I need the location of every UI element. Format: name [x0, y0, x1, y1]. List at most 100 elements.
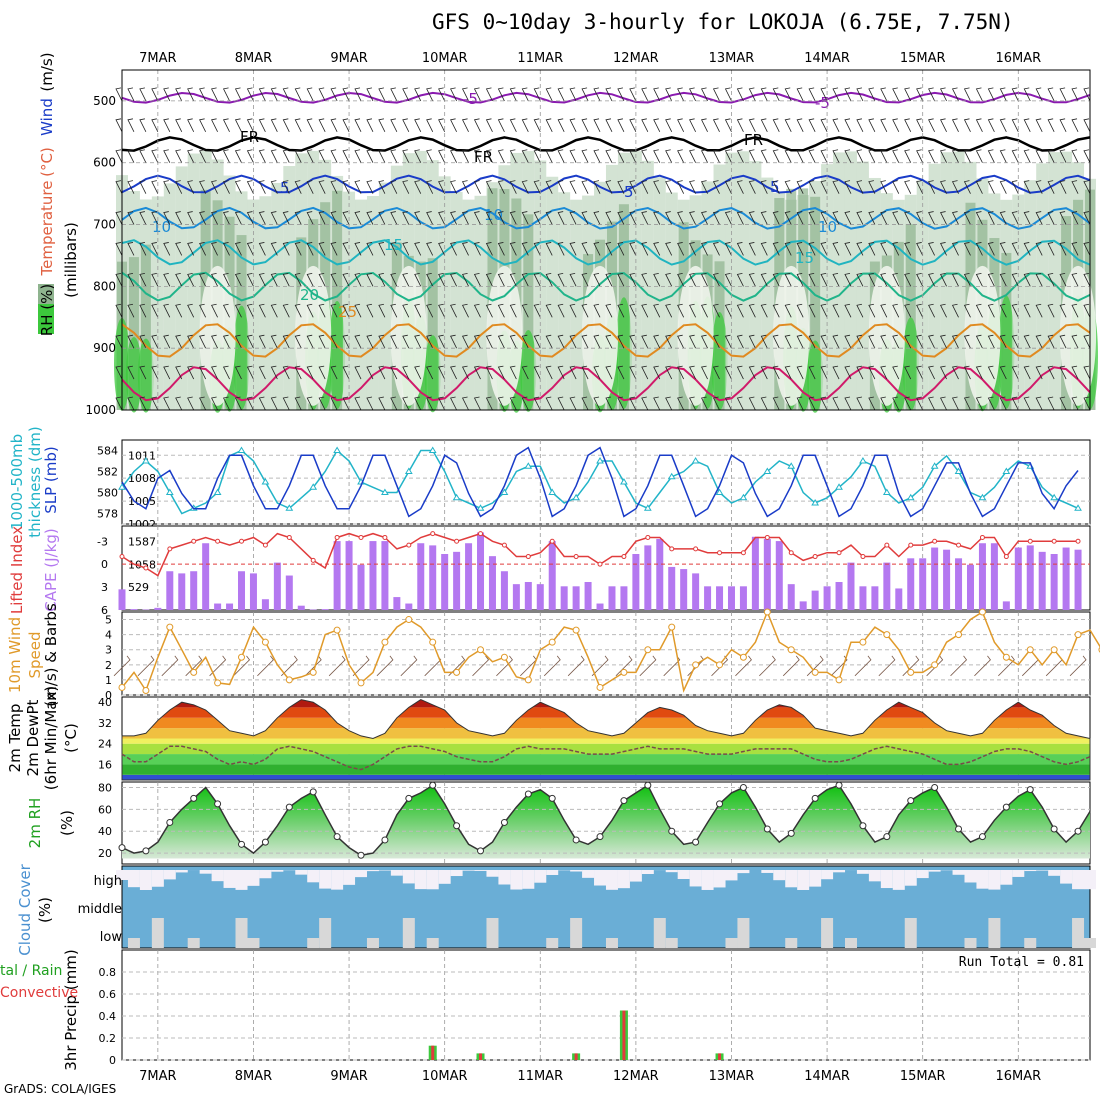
wind-barb	[1035, 242, 1043, 256]
wind-barb	[928, 365, 935, 380]
wind-barb	[653, 149, 661, 163]
wind-barb	[318, 211, 326, 225]
cape-bar	[500, 571, 508, 610]
wind-barb	[521, 149, 529, 163]
wind-barb	[844, 303, 852, 318]
rh-clear-column	[390, 265, 427, 406]
wind-barb	[904, 396, 912, 411]
wind-barb	[270, 211, 278, 225]
wind-barb	[1059, 272, 1067, 287]
wind-barb	[868, 87, 876, 102]
wind-barb	[820, 272, 828, 287]
cloud-low-cell	[319, 918, 332, 948]
wind-barb	[402, 334, 410, 349]
wind-barb	[748, 180, 756, 194]
wind-barb	[151, 365, 159, 380]
wind-barb	[211, 272, 218, 287]
wind-barb	[880, 87, 888, 102]
li-line-marker	[884, 542, 890, 548]
wind-barb	[282, 211, 290, 225]
rh-line-marker	[381, 836, 389, 844]
wind-speed-line-marker	[405, 616, 413, 624]
wind-axis-label: 10m Wind	[6, 617, 24, 693]
thickness-axis-label-2: thickness (dm)	[26, 426, 44, 537]
cape-bar	[632, 554, 640, 610]
wind-barb	[497, 242, 505, 256]
li-line-marker	[908, 542, 914, 548]
li-line-marker	[501, 542, 507, 548]
wind-barb	[485, 272, 493, 287]
wind-barb	[521, 242, 529, 256]
wind-speed-line-marker	[238, 653, 246, 661]
wind-barb	[461, 180, 469, 194]
wind-barb	[689, 396, 696, 411]
wind-barb	[1059, 87, 1067, 102]
wind-barb	[712, 272, 720, 287]
wind-barb	[1059, 211, 1067, 225]
wind-barb	[342, 272, 350, 287]
precip-tick-label: 0.2	[99, 1032, 117, 1045]
rh-line	[121, 784, 1091, 857]
cloud-row-label: high	[94, 874, 122, 889]
cape-bar	[608, 586, 616, 610]
wind-barb	[868, 149, 876, 163]
wind-barb	[1071, 365, 1079, 380]
wind-barb	[629, 118, 637, 132]
wind-barb	[318, 272, 326, 287]
wind-barb	[151, 303, 159, 318]
wind-barb	[880, 396, 888, 411]
thickness-line-marker	[835, 483, 843, 490]
wind-barb	[187, 242, 195, 256]
wind-barb	[187, 365, 195, 380]
wind-barb	[1059, 242, 1067, 256]
wind-barb	[330, 242, 338, 256]
temp-band	[122, 743, 1090, 755]
cape-bar	[919, 558, 927, 610]
wind-barb	[545, 272, 553, 287]
wind-barb	[1023, 149, 1031, 163]
wind-barb	[916, 272, 924, 287]
wind-barb	[342, 365, 350, 380]
thickness-line-marker	[524, 462, 533, 469]
wind-speed-line-marker	[931, 661, 939, 669]
wind-barb	[832, 87, 840, 102]
cloud-high-cell	[1012, 870, 1025, 877]
wind-barb	[689, 272, 696, 287]
wind-barb	[246, 87, 254, 102]
cloud-low-cell	[486, 918, 499, 948]
li-tick-label: 0	[101, 558, 108, 571]
wind-barb	[856, 303, 864, 318]
cloud-low-cell	[402, 918, 415, 948]
wind-barb	[485, 334, 493, 349]
wind-barb	[390, 242, 398, 256]
wind-barb	[569, 211, 577, 225]
wind-barb	[402, 365, 410, 380]
wind-barb	[820, 334, 828, 349]
wind-barb	[1035, 118, 1043, 132]
wind-speed-line-marker	[692, 661, 700, 669]
wind-barb	[163, 149, 171, 163]
wind-speed-line-marker	[477, 646, 485, 654]
wind-barb	[509, 272, 517, 287]
wind-barb	[916, 180, 924, 194]
cape-bar	[787, 584, 795, 610]
wind-barb	[904, 149, 912, 163]
slp-tick-label: 1011	[128, 449, 156, 462]
wind-barb	[700, 87, 708, 102]
wind-barb	[712, 365, 720, 380]
wind-barb	[246, 334, 254, 349]
cloud-low-cell	[821, 918, 834, 948]
footer-credit: GrADS: COLA/IGES	[4, 1082, 117, 1096]
wind-barb	[844, 118, 852, 132]
wind-barb	[832, 149, 840, 163]
wind-barb	[318, 303, 326, 318]
wind-barb	[115, 242, 123, 256]
surface-wind-barb	[472, 655, 490, 677]
wind-barb	[497, 87, 505, 102]
isotherm-label: 15	[795, 249, 814, 267]
wind-barb	[605, 211, 613, 225]
wind-barb	[258, 396, 266, 411]
wind-barb	[342, 242, 350, 256]
wind-barb	[342, 211, 350, 225]
cape-bar	[895, 588, 903, 610]
